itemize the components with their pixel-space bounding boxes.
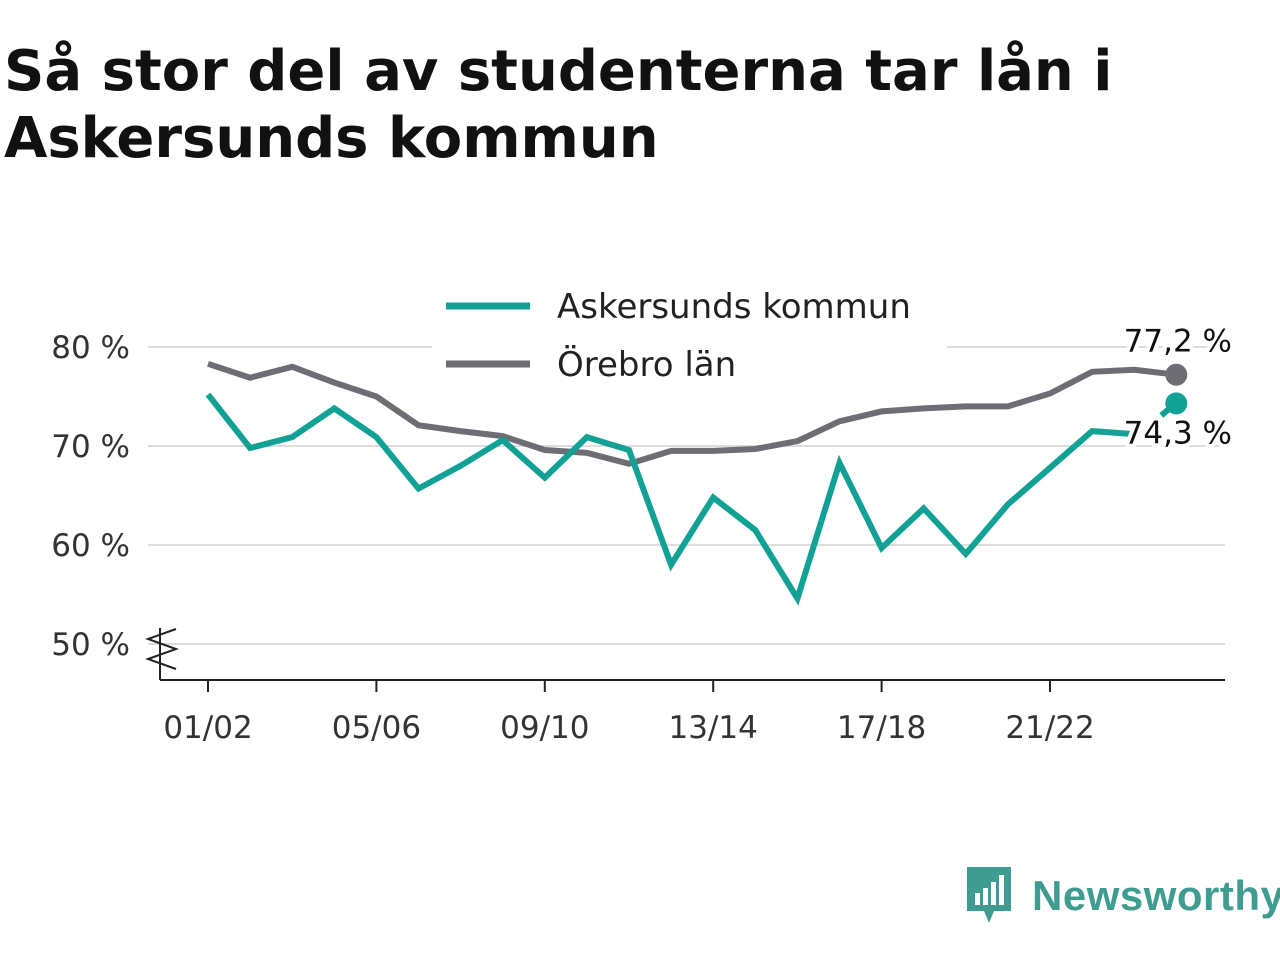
- end-label-askersunds-kommun-halo: 74,3 %: [1124, 415, 1232, 451]
- x-tick-label-01-02: 01/02: [163, 710, 252, 746]
- x-tick-label-05-06: 05/06: [332, 710, 421, 746]
- series-line-askersunds-kommun: [205, 392, 1135, 606]
- legend-background: [432, 280, 947, 390]
- series-lines: [205, 360, 1188, 606]
- x-tick-label-13-14: 13/14: [669, 710, 758, 746]
- y-tick-label-50: 50 %: [51, 627, 130, 663]
- y-tick-label-80: 80 %: [51, 330, 130, 366]
- x-tick-label-09-10: 09/10: [500, 710, 589, 746]
- y-tick-label-70: 70 %: [51, 429, 130, 465]
- newsworthy-logo-icon: [967, 867, 1011, 923]
- x-tick-label-17-18: 17/18: [837, 710, 926, 746]
- end-label-orebro-lan-halo: 77,2 %: [1124, 324, 1232, 360]
- legend-label-askersunds-kommun: Askersunds kommun: [557, 287, 911, 327]
- end-label-askersunds-kommun: 74,3 %: [1124, 415, 1232, 451]
- end-point-askersunds-kommun: [1165, 392, 1188, 415]
- end-point-orebro-lan: [1165, 363, 1188, 386]
- series-line-orebro-lan: [207, 360, 1177, 467]
- grid-lines: [148, 346, 1225, 645]
- end-label-orebro-lan: 77,2 %: [1124, 324, 1232, 360]
- end-labels: 77,2 %77,2 %74,3 %74,3 %: [1120, 320, 1236, 456]
- axes: [145, 628, 1225, 681]
- x-tick-label-21-22: 21/22: [1005, 710, 1094, 746]
- x-axis-tick-labels: 01/02 05/06 09/10 13/14 17/18 21/22: [163, 680, 1095, 746]
- y-tick-label-60: 60 %: [51, 528, 130, 564]
- chart-title: Så stor del av studenterna tar lån i Ask…: [4, 39, 1113, 171]
- brand-name: Newsworthy: [1032, 872, 1280, 919]
- axis-break-icon: [145, 628, 179, 670]
- legend: Askersunds kommun Örebro län: [432, 280, 947, 390]
- legend-label-orebro-lan: Örebro län: [557, 344, 736, 385]
- brand-logo: Newsworthy: [964, 864, 1280, 928]
- y-axis-tick-labels: 50 % 60 % 70 % 80 %: [51, 330, 130, 663]
